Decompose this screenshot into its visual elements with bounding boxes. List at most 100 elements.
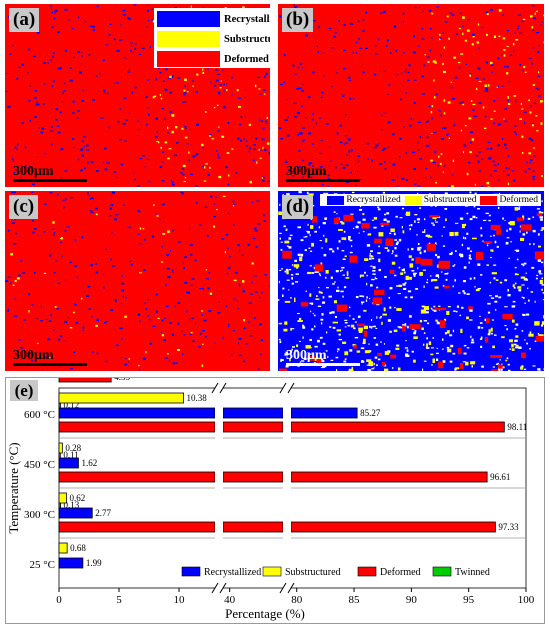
map-grain <box>529 161 531 164</box>
map-grain <box>257 76 260 79</box>
map-grain <box>182 164 186 168</box>
map-grain <box>184 282 188 284</box>
map-grain <box>459 314 462 317</box>
map-grain <box>284 300 291 303</box>
map-grain <box>76 117 79 119</box>
map-grain <box>56 125 60 127</box>
map-grain <box>255 246 258 249</box>
map-grain <box>447 101 451 104</box>
map-grain <box>431 117 433 120</box>
map-grain <box>532 47 535 49</box>
map-grain <box>293 4 296 7</box>
map-grain <box>64 320 68 324</box>
map-grain <box>299 87 302 89</box>
map-grain <box>244 97 246 99</box>
map-grain <box>280 241 283 243</box>
map-grain <box>122 9 126 12</box>
map-grain <box>449 252 453 256</box>
map-grain <box>123 204 125 207</box>
map-grain <box>343 214 354 222</box>
map-grain <box>452 265 455 267</box>
map-grain <box>521 330 524 332</box>
axis-break-mark <box>287 382 295 394</box>
map-grain <box>530 105 532 107</box>
map-grain <box>120 282 125 285</box>
map-grain <box>426 121 428 124</box>
map-grain <box>281 359 284 361</box>
map-grain <box>436 347 438 349</box>
map-grain <box>167 230 170 233</box>
map-grain <box>252 238 256 240</box>
map-grain <box>233 224 235 226</box>
map-grain <box>434 286 439 289</box>
map-grain <box>458 102 462 104</box>
map-grain <box>479 338 483 341</box>
map-grain <box>462 32 464 35</box>
map-grain <box>367 369 371 371</box>
map-grain <box>27 72 29 74</box>
map-grain <box>155 293 158 296</box>
map-grain <box>348 76 351 79</box>
map-grain <box>419 251 422 255</box>
map-grain <box>69 67 72 69</box>
axis-break-mark <box>211 382 219 394</box>
map-grain <box>537 233 540 236</box>
map-grain <box>119 138 123 141</box>
data-label: 0.62 <box>69 493 85 503</box>
map-grain <box>394 246 397 250</box>
map-grain <box>285 159 287 161</box>
map-grain <box>92 29 96 31</box>
map-grain <box>521 20 524 23</box>
map-grain <box>127 70 131 73</box>
map-grain <box>527 168 531 170</box>
map-grain <box>231 148 234 150</box>
map-grain <box>413 272 416 276</box>
map-grain <box>332 321 338 324</box>
map-grain <box>14 232 18 235</box>
map-grain <box>383 368 389 371</box>
map-grain <box>329 146 331 148</box>
map-grain <box>283 328 288 332</box>
map-grain <box>145 350 147 354</box>
map-grain <box>370 284 373 287</box>
map-grain <box>348 80 352 82</box>
map-grain <box>366 296 368 299</box>
map-grain <box>182 261 184 264</box>
map-grain <box>96 352 99 355</box>
map-grain <box>228 325 230 328</box>
map-grain <box>337 351 339 353</box>
map-grain <box>20 259 23 262</box>
map-grain <box>248 321 250 324</box>
legend-a-item-recrystallized: Recrystallized <box>154 10 270 28</box>
map-grain <box>162 80 165 82</box>
map-grain <box>87 285 91 288</box>
map-grain <box>358 37 360 40</box>
map-grain <box>388 296 391 299</box>
map-grain <box>56 193 59 196</box>
map-grain <box>309 338 312 342</box>
map-grain <box>386 39 389 42</box>
map-grain <box>433 305 436 308</box>
map-grain <box>359 179 363 181</box>
map-grain <box>444 272 448 275</box>
map-grain <box>189 129 191 131</box>
map-grain <box>496 86 499 88</box>
map-grain <box>448 137 450 139</box>
map-grain <box>504 108 507 110</box>
map-grain <box>371 159 373 162</box>
map-grain <box>115 176 118 178</box>
map-grain <box>466 232 469 235</box>
map-grain <box>313 314 316 317</box>
map-grain <box>421 327 424 331</box>
map-grain <box>310 225 314 229</box>
map-grain <box>169 110 173 113</box>
map-grain <box>538 44 541 47</box>
bar-substructured-1 <box>58 492 67 504</box>
map-grain <box>290 350 292 354</box>
map-grain <box>357 315 361 318</box>
map-grain <box>52 52 55 54</box>
map-grain <box>202 68 204 71</box>
map-grain <box>433 309 437 312</box>
map-grain <box>452 285 454 288</box>
map-grain <box>201 313 203 316</box>
